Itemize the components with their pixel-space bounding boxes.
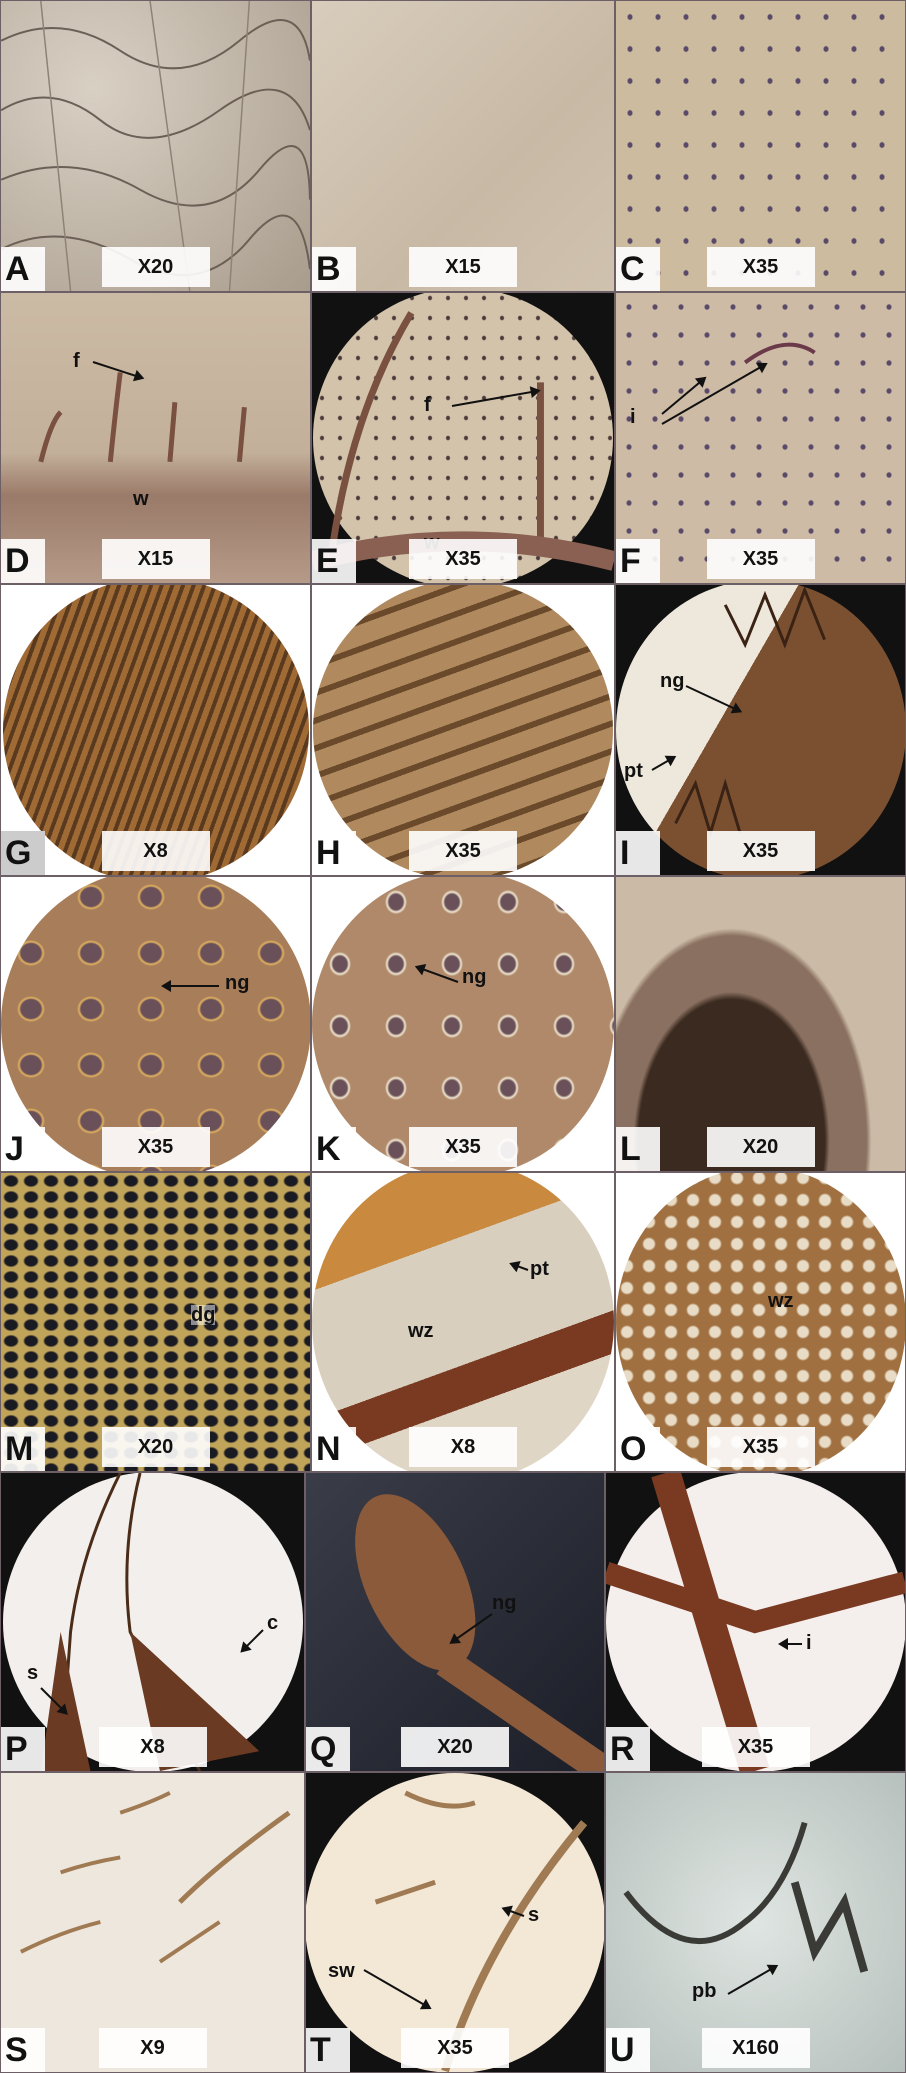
magnification-label: X8 (98, 1727, 207, 1767)
panel-letter: A (1, 247, 45, 291)
panel-u: pb U X160 (605, 1772, 906, 2073)
panel-letter: S (1, 2028, 45, 2072)
panel-c: C X35 (615, 0, 906, 292)
magnification-label: X20 (101, 1427, 210, 1467)
panel-j: ng J X35 (0, 876, 311, 1172)
label-ng: ng (462, 966, 487, 988)
label-pt: pt (530, 1258, 549, 1280)
magnification-label: X8 (409, 1427, 517, 1467)
magnification-label: X20 (706, 1127, 815, 1167)
magnification-label: X35 (706, 539, 815, 579)
magnification-label: X20 (101, 247, 210, 287)
panel-letter: N (312, 1427, 356, 1471)
label-ng: ng (660, 670, 685, 692)
panel-r: i R X35 (605, 1472, 906, 1772)
panel-letter: H (312, 831, 356, 875)
magnification-label: X35 (706, 831, 815, 871)
panel-letter: T (306, 2028, 350, 2072)
magnification-label: X15 (101, 539, 210, 579)
panel-f: i F X35 (615, 292, 906, 584)
magnification-label: X8 (101, 831, 210, 871)
arrow-ng (163, 985, 219, 987)
panel-letter: I (616, 831, 660, 875)
magnification-label: X35 (409, 831, 517, 871)
panel-t: sw s T X35 (305, 1772, 605, 2073)
label-wz: wz (768, 1290, 794, 1312)
panel-letter: U (606, 2028, 650, 2072)
label-i: i (630, 406, 636, 428)
magnification-label: X9 (98, 2028, 207, 2068)
label-i: i (806, 1632, 812, 1654)
panel-letter: K (312, 1127, 356, 1171)
label-s: s (27, 1662, 39, 1684)
scales-drawing (19, 1791, 291, 1964)
fimbriae-drawing (38, 372, 247, 463)
magnification-label: X35 (101, 1127, 210, 1167)
panel-letter: B (312, 247, 356, 291)
panel-g: G X8 (0, 584, 311, 876)
panel-letter: M (1, 1427, 45, 1471)
panel-letter: J (1, 1127, 45, 1171)
panel-letter: F (616, 539, 660, 583)
label-ng: ng (492, 1592, 517, 1614)
panel-letter: P (1, 1727, 45, 1771)
panel-p: s c P X8 (0, 1472, 305, 1772)
magnification-label: X35 (401, 2028, 509, 2068)
label-f: f (424, 394, 431, 416)
magnification-label: X20 (401, 1727, 509, 1767)
panel-letter: O (616, 1427, 660, 1471)
label-dg: dg (191, 1304, 216, 1326)
panel-letter: D (1, 539, 45, 583)
label-w: w (133, 488, 149, 510)
magnification-label: X35 (409, 1127, 517, 1167)
axis-cross-drawing (606, 1473, 905, 1771)
gland-cluster-drawing (355, 1494, 604, 1771)
panel-a: A X20 (0, 0, 311, 292)
insect-trace-drawing (743, 342, 816, 365)
panel-q: ng Q X20 (305, 1472, 605, 1772)
label-s: s (528, 1904, 540, 1926)
panel-letter: Q (306, 1727, 350, 1771)
label-ng: ng (225, 972, 250, 994)
panel-d: f w D X15 (0, 292, 311, 584)
panel-k: ng K X35 (311, 876, 615, 1172)
panel-letter: C (616, 247, 660, 291)
label-c: c (267, 1612, 279, 1634)
label-wz: wz (408, 1320, 434, 1342)
panel-n: pt wz N X8 (311, 1172, 615, 1472)
label-f: f (73, 350, 80, 372)
panel-s: S X9 (0, 1772, 305, 2073)
magnification-label: X35 (706, 247, 815, 287)
panel-letter: G (1, 831, 45, 875)
panel-i: ng pt I X35 (615, 584, 906, 876)
arrow-i (780, 1643, 802, 1645)
panel-h: H X35 (311, 584, 615, 876)
panel-letter: R (606, 1727, 650, 1771)
wrinkled-surface-texture (1, 1, 310, 291)
panel-l: L X20 (615, 876, 906, 1172)
magnification-label: X160 (701, 2028, 810, 2068)
label-pt: pt (624, 760, 643, 782)
bristle-drawing (623, 1821, 869, 1973)
panel-m: dg M X20 (0, 1172, 311, 1472)
magnification-label: X35 (706, 1427, 815, 1467)
magnification-label: X35 (409, 539, 517, 579)
label-pb: pb (692, 1980, 717, 2002)
magnification-label: X35 (701, 1727, 810, 1767)
magnification-label: X15 (409, 247, 517, 287)
panel-b: B X15 (311, 0, 615, 292)
panel-e: f w E X35 (311, 292, 615, 584)
label-sw: sw (328, 1960, 355, 1982)
panel-letter: L (616, 1127, 660, 1171)
panel-letter: E (312, 539, 356, 583)
panel-o: wz O X35 (615, 1172, 906, 1472)
